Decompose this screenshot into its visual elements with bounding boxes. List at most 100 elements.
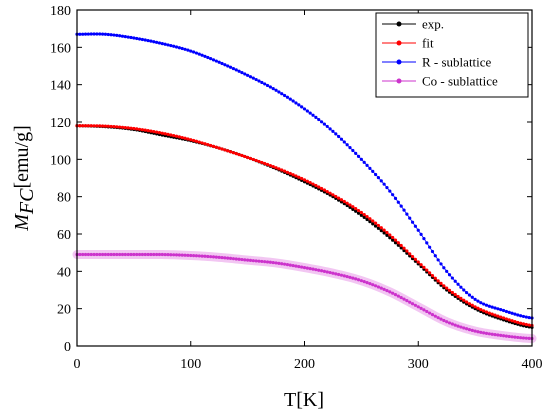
data-point — [504, 309, 509, 314]
data-point — [280, 168, 284, 172]
data-point — [373, 224, 378, 228]
data-point — [297, 175, 301, 179]
data-point — [442, 318, 446, 323]
data-point — [194, 139, 199, 143]
data-point — [385, 185, 389, 190]
data-point — [334, 132, 338, 136]
data-point — [317, 268, 321, 272]
data-point — [83, 252, 88, 257]
data-point — [223, 256, 227, 260]
data-point — [425, 268, 429, 272]
data-point — [257, 259, 261, 263]
data-point — [484, 310, 489, 314]
data-point — [118, 125, 122, 129]
data-point — [419, 232, 423, 236]
data-point — [248, 75, 253, 79]
data-point — [243, 258, 247, 262]
data-point — [305, 109, 309, 113]
data-point — [180, 46, 184, 51]
data-point — [393, 196, 398, 200]
data-point — [479, 330, 483, 334]
data-point — [194, 51, 199, 55]
data-point — [206, 143, 210, 147]
data-point — [251, 76, 255, 80]
data-point — [493, 313, 497, 317]
data-point — [149, 39, 153, 43]
data-point — [265, 162, 270, 167]
data-point — [240, 257, 244, 262]
data-point — [135, 36, 139, 41]
data-point — [177, 135, 181, 139]
legend-label: fit — [422, 36, 434, 51]
data-point — [328, 191, 332, 195]
data-point — [100, 252, 105, 257]
data-point — [78, 252, 82, 257]
data-point — [300, 105, 304, 109]
data-point — [197, 52, 201, 56]
data-point — [428, 271, 432, 275]
data-point — [231, 66, 236, 71]
data-point — [405, 249, 409, 253]
data-point — [439, 317, 443, 321]
data-point — [140, 37, 145, 42]
data-point — [308, 111, 312, 115]
y-tick-label: 120 — [50, 116, 71, 131]
data-point — [177, 253, 181, 257]
data-point — [277, 261, 281, 265]
data-point — [373, 221, 378, 225]
data-point — [180, 253, 184, 257]
data-point — [405, 212, 409, 216]
data-point — [490, 312, 494, 316]
data-point — [322, 269, 327, 273]
data-point — [410, 254, 415, 259]
data-point — [228, 150, 233, 154]
data-point — [507, 334, 511, 339]
data-point — [314, 268, 318, 272]
data-point — [294, 101, 298, 105]
data-point — [200, 254, 204, 258]
data-point — [356, 211, 361, 215]
data-point — [260, 259, 264, 264]
data-point — [228, 65, 233, 69]
data-point — [112, 252, 116, 257]
data-point — [146, 252, 150, 257]
data-point — [123, 125, 127, 130]
data-point — [337, 134, 341, 139]
data-point — [200, 53, 204, 57]
data-point — [396, 241, 400, 245]
data-point — [95, 32, 99, 36]
data-point — [285, 263, 290, 267]
data-point — [351, 205, 355, 209]
data-point — [112, 125, 116, 129]
legend-entries: exp. fit R - sublattice Co - sublattice — [382, 17, 498, 89]
data-point — [274, 261, 278, 265]
data-point — [180, 135, 184, 140]
data-point — [254, 77, 258, 82]
data-point — [234, 68, 238, 72]
data-point — [172, 44, 176, 48]
data-point — [385, 230, 389, 235]
data-point — [368, 220, 372, 224]
data-point — [152, 252, 156, 257]
data-point — [254, 158, 258, 163]
data-point — [373, 284, 378, 288]
data-point — [331, 193, 335, 197]
data-point — [339, 198, 344, 202]
data-point — [240, 70, 244, 75]
data-point — [362, 160, 366, 164]
data-point — [78, 32, 82, 36]
data-point — [345, 201, 349, 205]
data-point — [496, 314, 500, 318]
data-point — [257, 159, 261, 164]
data-point — [354, 209, 358, 213]
data-point — [376, 223, 381, 228]
data-point — [300, 176, 304, 181]
data-point — [217, 60, 221, 64]
data-point — [445, 320, 449, 324]
data-point — [211, 144, 216, 148]
data-point — [362, 280, 366, 284]
data-point — [365, 215, 369, 219]
data-point — [280, 92, 284, 96]
data-point — [98, 252, 102, 257]
